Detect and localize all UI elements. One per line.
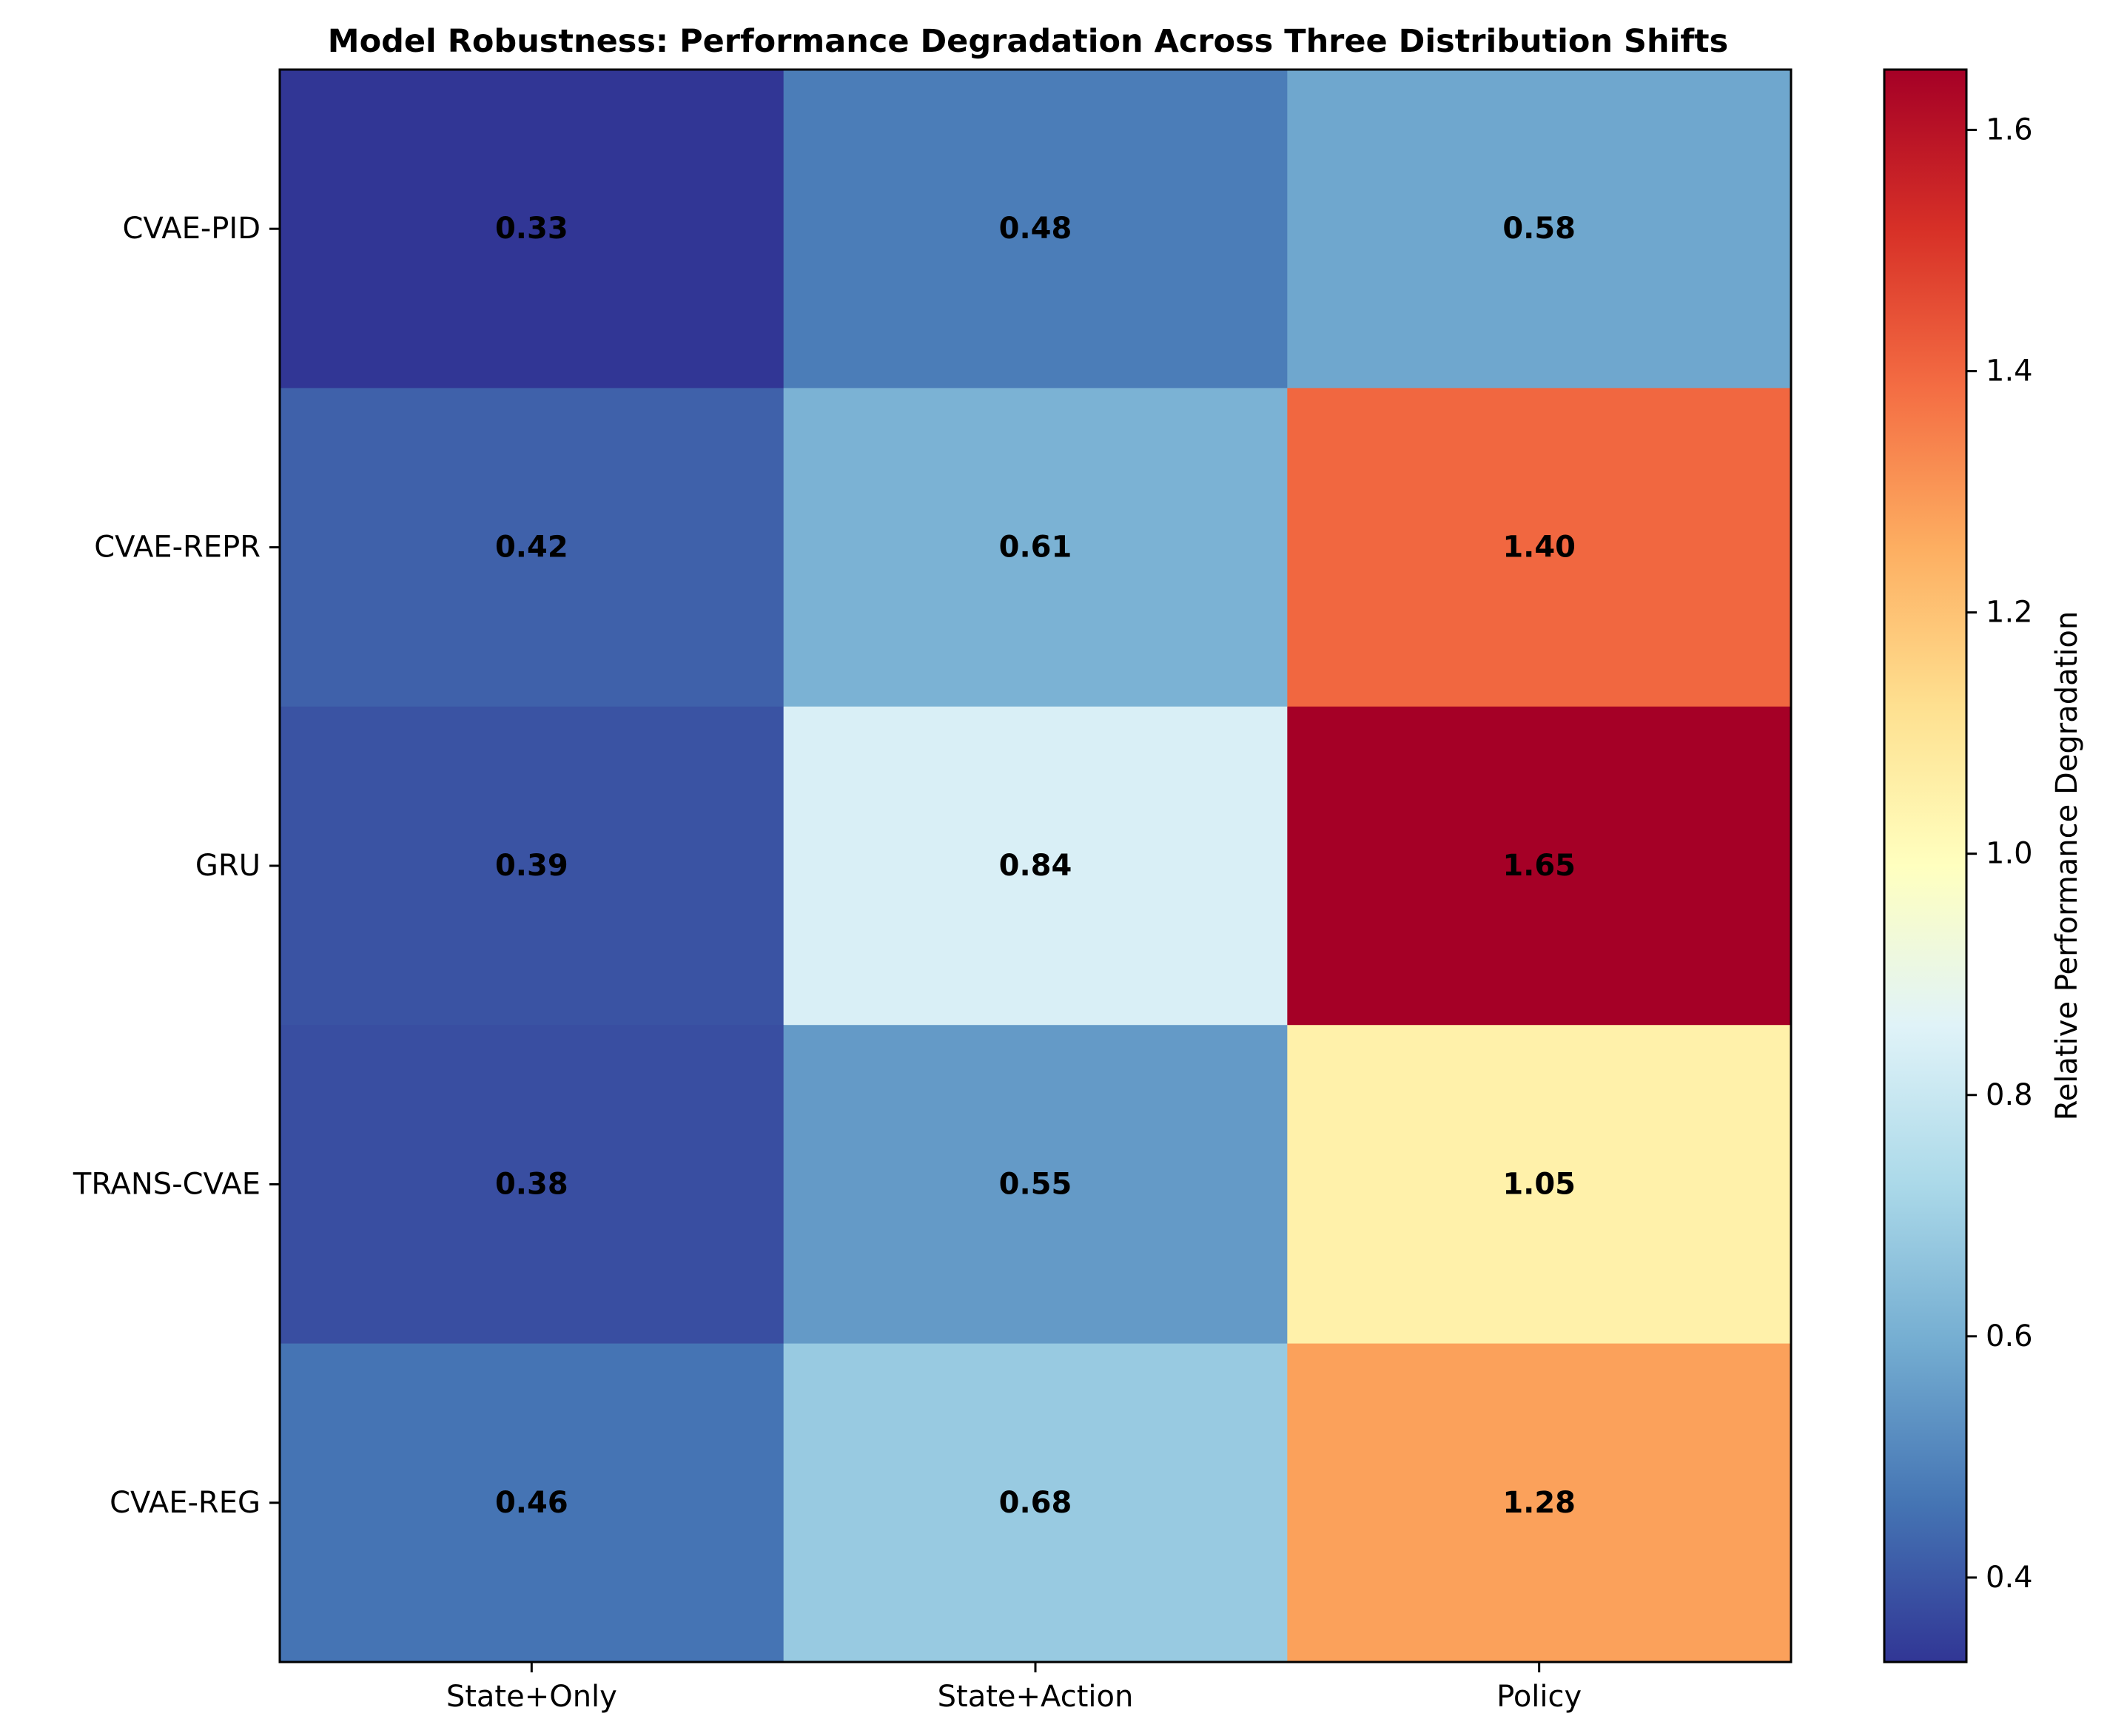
cell-value-label: 0.58 [1502, 212, 1576, 246]
colorbar: 0.4 0.6 0.8 1.0 1.2 1.4 1.6 Relative Performan… [1883, 68, 2084, 1663]
cell-value-label: 0.84 [999, 849, 1072, 883]
heatmap-cell [1287, 70, 1792, 388]
cell-value-label: 1.65 [1502, 849, 1576, 883]
chart-title: Model Robustness: Performance Degradatio… [328, 23, 1728, 60]
heatmap-cell [280, 70, 784, 388]
heatmap-cell [280, 706, 784, 1026]
colorbar-gradient [1883, 68, 1968, 1663]
y-tick-label: CVAE-PID [122, 212, 261, 246]
heatmap-cells [280, 70, 1792, 1663]
x-tick-label: State+Only [446, 1680, 617, 1714]
colorbar-ticks: 0.4 0.6 0.8 1.0 1.2 1.4 1.6 [1966, 113, 2033, 1595]
y-tick-label: CVAE-REG [110, 1486, 261, 1520]
y-axis: CVAE-PID CVAE-REPR GRU TRANS-CVAE CVAE-REG [73, 212, 280, 1520]
colorbar-tick-label: 1.6 [1986, 113, 2033, 147]
heatmap-cell [280, 1025, 784, 1345]
y-tick-label: CVAE-REPR [94, 531, 261, 565]
y-tick-label: TRANS-CVAE [73, 1167, 261, 1201]
heatmap-cell [1287, 1343, 1792, 1663]
y-tick-label: GRU [195, 849, 261, 883]
x-axis: State+Only State+Action Policy [446, 1662, 1582, 1714]
cell-value-label: 1.28 [1502, 1486, 1576, 1520]
heatmap-cell [1287, 388, 1792, 707]
colorbar-tick-label: 0.4 [1986, 1561, 2033, 1595]
cell-value-label: 1.05 [1502, 1167, 1576, 1201]
heatmap-cell [1287, 1025, 1792, 1345]
cell-value-label: 0.33 [495, 212, 568, 246]
cell-value-label: 0.39 [495, 849, 568, 883]
x-tick-label: Policy [1496, 1680, 1582, 1714]
heatmap-cell [783, 1025, 1288, 1345]
heatmap-cell [783, 388, 1288, 707]
cell-value-label: 0.46 [495, 1486, 568, 1520]
heatmap-cell [1287, 706, 1792, 1026]
colorbar-tick-label: 0.6 [1986, 1319, 2033, 1353]
heatmap-cell [783, 706, 1288, 1026]
cell-value-label: 0.61 [999, 531, 1072, 565]
colorbar-label: Relative Performance Degradation [2050, 611, 2084, 1121]
cell-value-label: 0.38 [495, 1167, 568, 1201]
heatmap-cell [280, 1343, 784, 1663]
heatmap-cell-labels: 0.33 0.48 0.58 0.42 0.61 1.40 0.39 0.84 1.65 0.38… [495, 212, 1576, 1520]
colorbar-tick-label: 1.0 [1986, 837, 2033, 871]
cell-value-label: 0.48 [999, 212, 1072, 246]
heatmap-cell [280, 388, 784, 707]
cell-value-label: 1.40 [1502, 531, 1576, 565]
colorbar-tick-label: 1.4 [1986, 354, 2033, 388]
colorbar-tick-label: 1.2 [1986, 596, 2033, 630]
cell-value-label: 0.42 [495, 531, 568, 565]
heatmap-cell [783, 1343, 1288, 1663]
cell-value-label: 0.55 [999, 1167, 1072, 1201]
colorbar-tick-label: 0.8 [1986, 1078, 2033, 1112]
cell-value-label: 0.68 [999, 1486, 1072, 1520]
heatmap-cell [783, 70, 1288, 388]
x-tick-label: State+Action [938, 1680, 1134, 1714]
